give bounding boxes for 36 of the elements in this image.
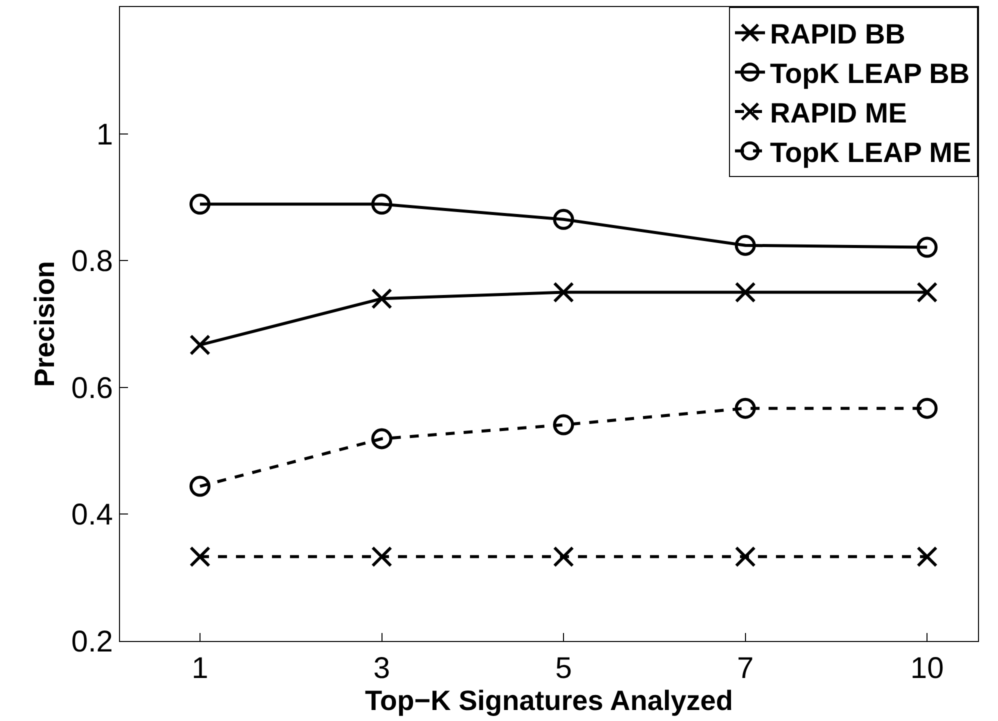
point (916, 282, 938, 303)
point (734, 282, 756, 303)
y-tick-label: 0.2 (71, 626, 113, 658)
y-tick-label: 0.8 (71, 245, 113, 278)
x-tick-label: 1 (192, 652, 208, 685)
x-tick-label: 10 (910, 652, 944, 685)
point (189, 546, 210, 568)
point (189, 194, 210, 215)
point (553, 546, 574, 568)
point (553, 414, 574, 436)
y-tick-label: 1 (96, 118, 113, 152)
x-axis-title: Top−K Signatures Analyzed (365, 685, 733, 716)
point (371, 546, 392, 568)
y-tick-label: 0.4 (71, 498, 113, 532)
point (371, 194, 392, 215)
x-tick-label: 5 (555, 652, 572, 685)
point (553, 282, 574, 303)
x-tick-label: 7 (736, 652, 754, 685)
legend-label: RAPID BB (770, 18, 906, 50)
point (371, 428, 392, 450)
point (553, 208, 574, 230)
point (734, 398, 756, 419)
x-tick-label: 3 (373, 652, 390, 685)
legend-label: TopK LEAP BB (770, 58, 970, 90)
legend-label: TopK LEAP ME (770, 136, 972, 168)
point (189, 334, 210, 356)
point (371, 288, 392, 310)
point (916, 236, 938, 258)
legend-label: RAPID ME (770, 97, 907, 128)
point (189, 476, 210, 497)
point (916, 398, 938, 419)
point (734, 546, 756, 568)
point (734, 234, 756, 256)
y-tick-label: 0.6 (71, 372, 113, 405)
point (916, 546, 938, 568)
y-axis-title: Precision (28, 260, 60, 388)
